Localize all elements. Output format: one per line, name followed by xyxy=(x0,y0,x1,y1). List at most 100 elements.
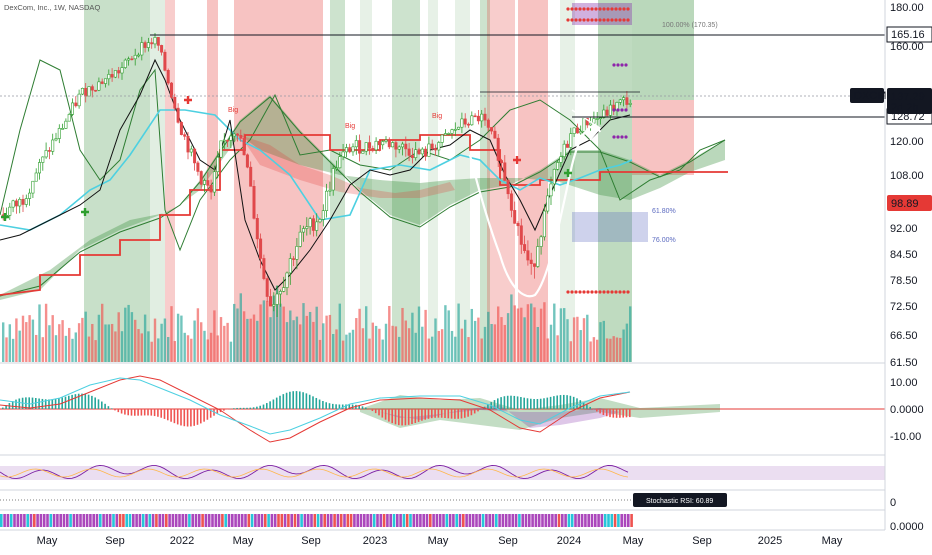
volume-oscillator-bar xyxy=(554,514,557,527)
volume-bar xyxy=(233,304,235,362)
signal-dots-bottom xyxy=(626,290,629,293)
volume-bar xyxy=(157,338,159,362)
candle-body xyxy=(309,219,311,227)
volume-bar xyxy=(464,320,466,362)
macd-histogram-bar xyxy=(71,395,73,409)
candle-body xyxy=(296,246,298,259)
candle-body xyxy=(38,163,40,173)
volume-bar xyxy=(207,339,209,362)
volume-bar xyxy=(424,310,426,362)
volume-oscillator-bar xyxy=(7,514,10,527)
candle-body xyxy=(157,37,159,45)
volume-bar xyxy=(151,342,153,362)
candle-body xyxy=(35,173,37,181)
volume-oscillator-bar xyxy=(482,514,485,527)
macd-histogram-bar xyxy=(174,409,176,423)
volume-bar xyxy=(461,329,463,362)
x-tick-label: Sep xyxy=(692,535,712,547)
candle-body xyxy=(81,88,83,94)
volume-bar xyxy=(550,325,552,362)
signal-dots-bottom xyxy=(606,290,609,293)
volume-oscillator-bar xyxy=(304,514,307,527)
macd-histogram-bar xyxy=(316,398,318,409)
candle-body xyxy=(256,218,258,239)
macd-histogram-bar xyxy=(48,399,50,409)
macd-histogram-bar xyxy=(408,409,410,425)
volume-bar xyxy=(259,304,261,362)
candle-body xyxy=(566,144,568,147)
volume-oscillator-bar xyxy=(26,514,29,527)
volume-oscillator-bar xyxy=(574,514,577,527)
candle-body xyxy=(312,219,314,231)
candle-body xyxy=(292,259,294,260)
macd-tick-label: 10.00 xyxy=(890,377,918,389)
candle-body xyxy=(523,244,525,250)
candle-body xyxy=(543,211,545,237)
symbol-header: DexCom, Inc., 1W, NASDAQ xyxy=(4,3,100,12)
volume-bar xyxy=(42,337,44,362)
candle-body xyxy=(98,82,100,90)
signal-dots-top xyxy=(618,18,621,21)
volume-oscillator-bar xyxy=(380,514,383,527)
volume-oscillator-bar xyxy=(274,514,277,527)
volume-oscillator-bar xyxy=(581,514,584,527)
volume-oscillator-bar xyxy=(23,514,26,527)
volume-bar xyxy=(266,301,268,362)
volume-oscillator-bar xyxy=(277,514,280,527)
macd-histogram-bar xyxy=(121,409,123,414)
macd-histogram-bar xyxy=(243,408,245,409)
macd-histogram-bar xyxy=(118,409,120,412)
volume-oscillator-bar xyxy=(320,514,323,527)
volume-bar xyxy=(385,324,387,362)
candle-body xyxy=(94,90,96,91)
volume-bar xyxy=(365,306,367,362)
macd-histogram-bar xyxy=(566,395,568,409)
volume-oscillator-bar xyxy=(152,514,155,527)
signal-dots-bottom xyxy=(578,290,581,293)
macd-histogram-bar xyxy=(398,409,400,425)
volume-bar xyxy=(81,318,83,362)
candle-body xyxy=(517,223,519,225)
candle-body xyxy=(104,79,106,84)
volume-bar xyxy=(9,324,11,362)
volume-oscillator-bar xyxy=(452,514,455,527)
macd-histogram-bar xyxy=(547,398,549,409)
candle-body xyxy=(388,140,390,147)
volume-oscillator-bar xyxy=(310,514,313,527)
volume-bar xyxy=(566,319,568,362)
candle-body xyxy=(431,144,433,149)
candle-body xyxy=(190,149,192,152)
macd-histogram-bar xyxy=(457,409,459,419)
volume-bar xyxy=(48,325,50,362)
candle-body xyxy=(514,210,516,223)
volume-oscillator-bar xyxy=(363,514,366,527)
macd-histogram-bar xyxy=(253,407,255,409)
volume-bar xyxy=(322,323,324,362)
volume-bar xyxy=(431,337,433,362)
volume-oscillator-bar xyxy=(175,514,178,527)
stoch-label: Stochastic RSI: 60.89 xyxy=(646,498,713,505)
candle-body xyxy=(197,163,199,172)
candle-body xyxy=(487,120,489,127)
candle-body xyxy=(345,148,347,152)
volume-bar xyxy=(253,315,255,362)
volume-oscillator-bar xyxy=(538,514,541,527)
signal-dots-bottom xyxy=(618,290,621,293)
signal-dots-top xyxy=(598,18,601,21)
macd-histogram-bar xyxy=(626,409,628,417)
signal-dots-purple xyxy=(624,63,627,66)
volume-oscillator-bar xyxy=(33,514,36,527)
volume-oscillator-bar xyxy=(462,514,465,527)
candle-body xyxy=(289,259,291,273)
volume-bar xyxy=(174,341,176,362)
candle-body xyxy=(121,68,123,73)
macd-histogram-bar xyxy=(144,409,146,415)
macd-histogram-bar xyxy=(207,409,209,420)
volume-bar xyxy=(167,337,169,362)
macd-histogram-bar xyxy=(250,408,252,409)
macd-histogram-bar xyxy=(263,405,265,409)
candle-body xyxy=(61,128,63,129)
volume-bar xyxy=(490,324,492,362)
